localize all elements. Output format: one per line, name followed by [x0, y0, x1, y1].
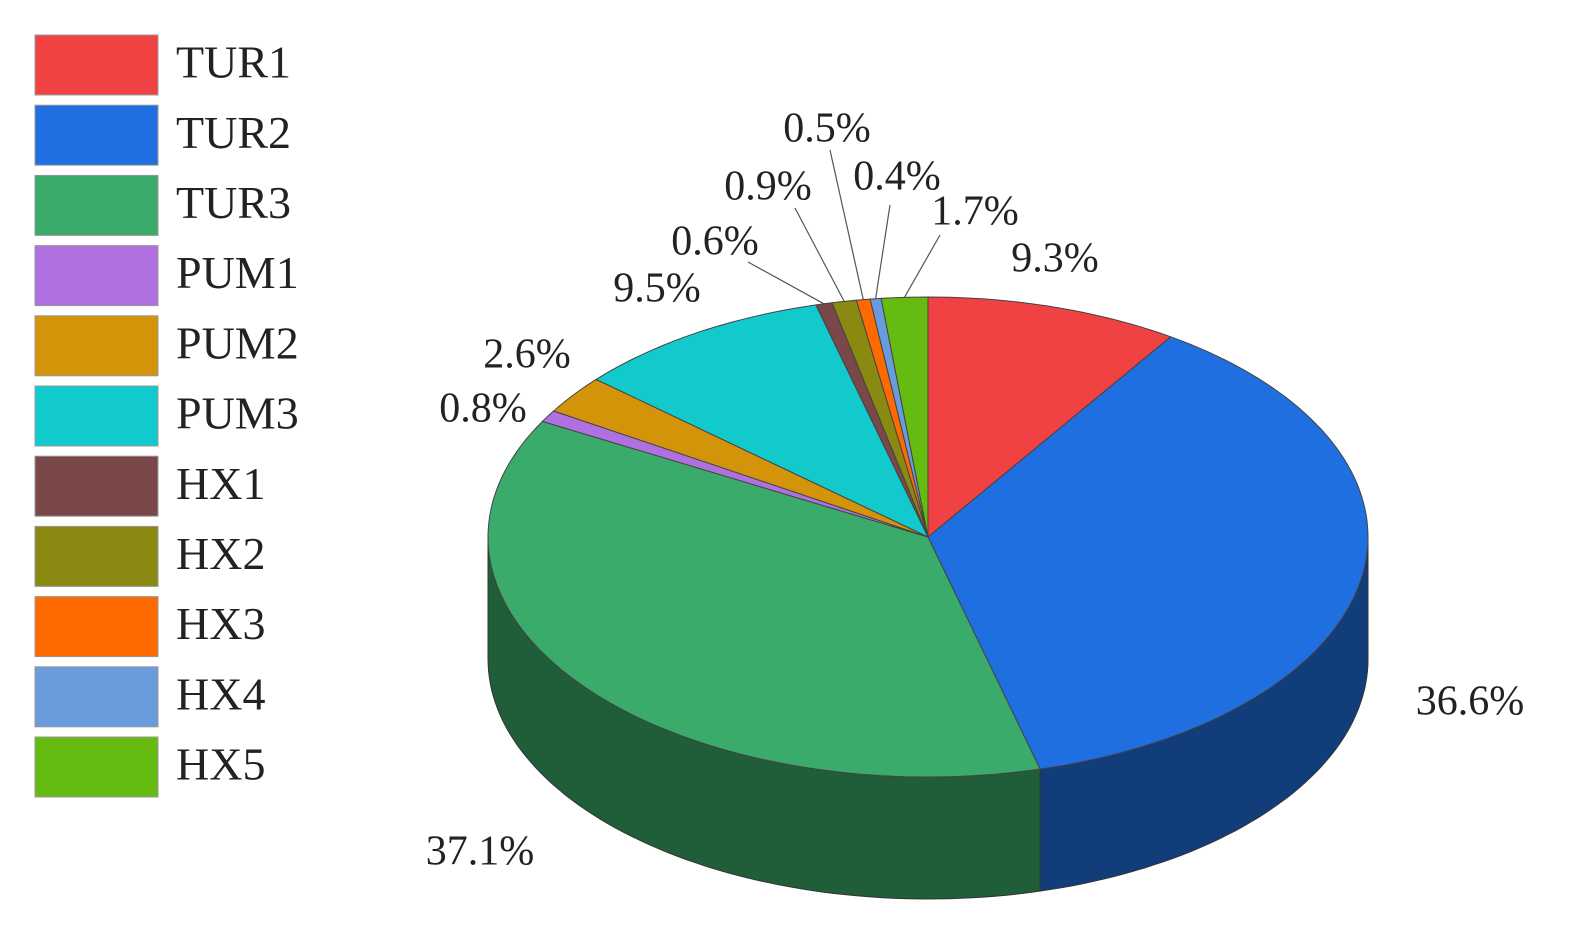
value-label: 9.5% [613, 266, 701, 312]
value-label: 0.4% [853, 154, 941, 200]
legend-swatch [34, 315, 159, 377]
legend-swatch [34, 666, 159, 728]
leader-line [829, 149, 864, 300]
legend-text: TUR1 [176, 37, 291, 88]
value-label: 9.3% [1011, 236, 1099, 282]
leader-line [875, 204, 891, 299]
legend-text: PUM1 [176, 247, 299, 298]
value-label: 0.9% [724, 164, 812, 210]
value-label: 2.6% [483, 332, 571, 378]
legend-text: HX5 [176, 739, 265, 790]
legend-swatch [34, 525, 159, 587]
legend-swatch [34, 174, 159, 236]
legend-text: PUM3 [176, 388, 299, 439]
legend-text: HX4 [176, 668, 265, 719]
legend-text: HX3 [176, 598, 265, 649]
legend-swatch [34, 455, 159, 517]
slice [880, 296, 929, 538]
value-label: 0.5% [783, 106, 871, 152]
slice [927, 296, 1172, 539]
legend-text: TUR3 [176, 177, 291, 228]
legend-swatch [34, 245, 159, 307]
value-label: 37.1% [426, 829, 535, 875]
value-label: 0.6% [671, 219, 759, 265]
legend-text: PUM2 [176, 317, 299, 368]
slice [927, 336, 1369, 770]
value-label: 36.6% [1416, 679, 1525, 725]
legend-swatch [34, 385, 159, 447]
legend-swatch [34, 736, 159, 798]
slice [487, 420, 1041, 778]
legend-swatch [34, 104, 159, 166]
leader-line [794, 207, 845, 302]
legend-text: TUR2 [176, 107, 291, 158]
leader-line [747, 261, 825, 305]
legend-swatch [34, 596, 159, 658]
legend-text: HX1 [176, 458, 265, 509]
leader-line [903, 234, 941, 298]
value-label: 1.7% [931, 189, 1019, 235]
value-label: 0.8% [439, 386, 527, 432]
legend-swatch [34, 34, 159, 96]
slice [595, 304, 930, 539]
legend-text: HX2 [176, 528, 265, 579]
slice [552, 378, 929, 538]
